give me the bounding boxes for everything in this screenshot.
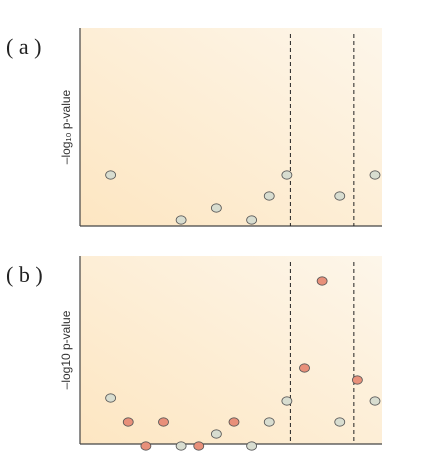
panel-b-point-s2-5 <box>228 417 240 427</box>
panel-b-point-s2-1 <box>122 417 134 427</box>
panel-b-point-s2-2 <box>140 441 152 451</box>
panel-b-point-s2-4 <box>193 441 205 451</box>
panel-b-point-s2-6 <box>299 363 310 373</box>
panel-a-points <box>105 170 381 225</box>
panel-b-point-s1-6 <box>281 396 293 406</box>
panel-a-point-s1-1 <box>105 170 117 180</box>
panel-b-point-s1-8 <box>369 396 381 406</box>
panel-a-label: ( a ) <box>6 34 41 59</box>
panel-b-label: ( b ) <box>6 262 43 287</box>
panel-b-point-s1-7 <box>334 417 346 427</box>
panel-a-background <box>80 28 382 226</box>
panel-a-point-s1-8 <box>369 170 381 180</box>
panel-b: ( b ) –log10 p-value <box>6 256 382 451</box>
panel-b-point-s1-4 <box>246 441 258 451</box>
panel-b-point-s1-2 <box>175 441 187 451</box>
panel-a-vlines <box>289 34 355 226</box>
panel-a-point-s1-6 <box>281 170 293 180</box>
panel-a-ylabel: –log₁₀ p-value <box>59 89 73 164</box>
panel-a-point-s1-2 <box>175 215 187 225</box>
panel-b-point-s1-3 <box>210 429 222 439</box>
panel-b-point-s1-5 <box>263 417 275 427</box>
panel-b-vlines <box>289 262 355 444</box>
panel-b-point-s1-1 <box>105 393 117 403</box>
panel-b-background <box>80 256 382 444</box>
panel-b-point-s2-7 <box>316 276 328 286</box>
panel-a-point-s1-3 <box>210 203 222 213</box>
panel-b-points <box>105 276 381 451</box>
panel-a: ( a ) –log₁₀ p-value <box>6 28 382 227</box>
panel-a-point-s1-7 <box>334 191 346 201</box>
panel-a-point-s1-5 <box>263 191 275 201</box>
panel-b-point-s2-3 <box>158 417 169 427</box>
panel-b-ylabel: –log10 p-value <box>59 310 73 389</box>
panel-b-point-s2-8 <box>351 375 363 385</box>
panel-a-point-s1-4 <box>246 215 258 225</box>
